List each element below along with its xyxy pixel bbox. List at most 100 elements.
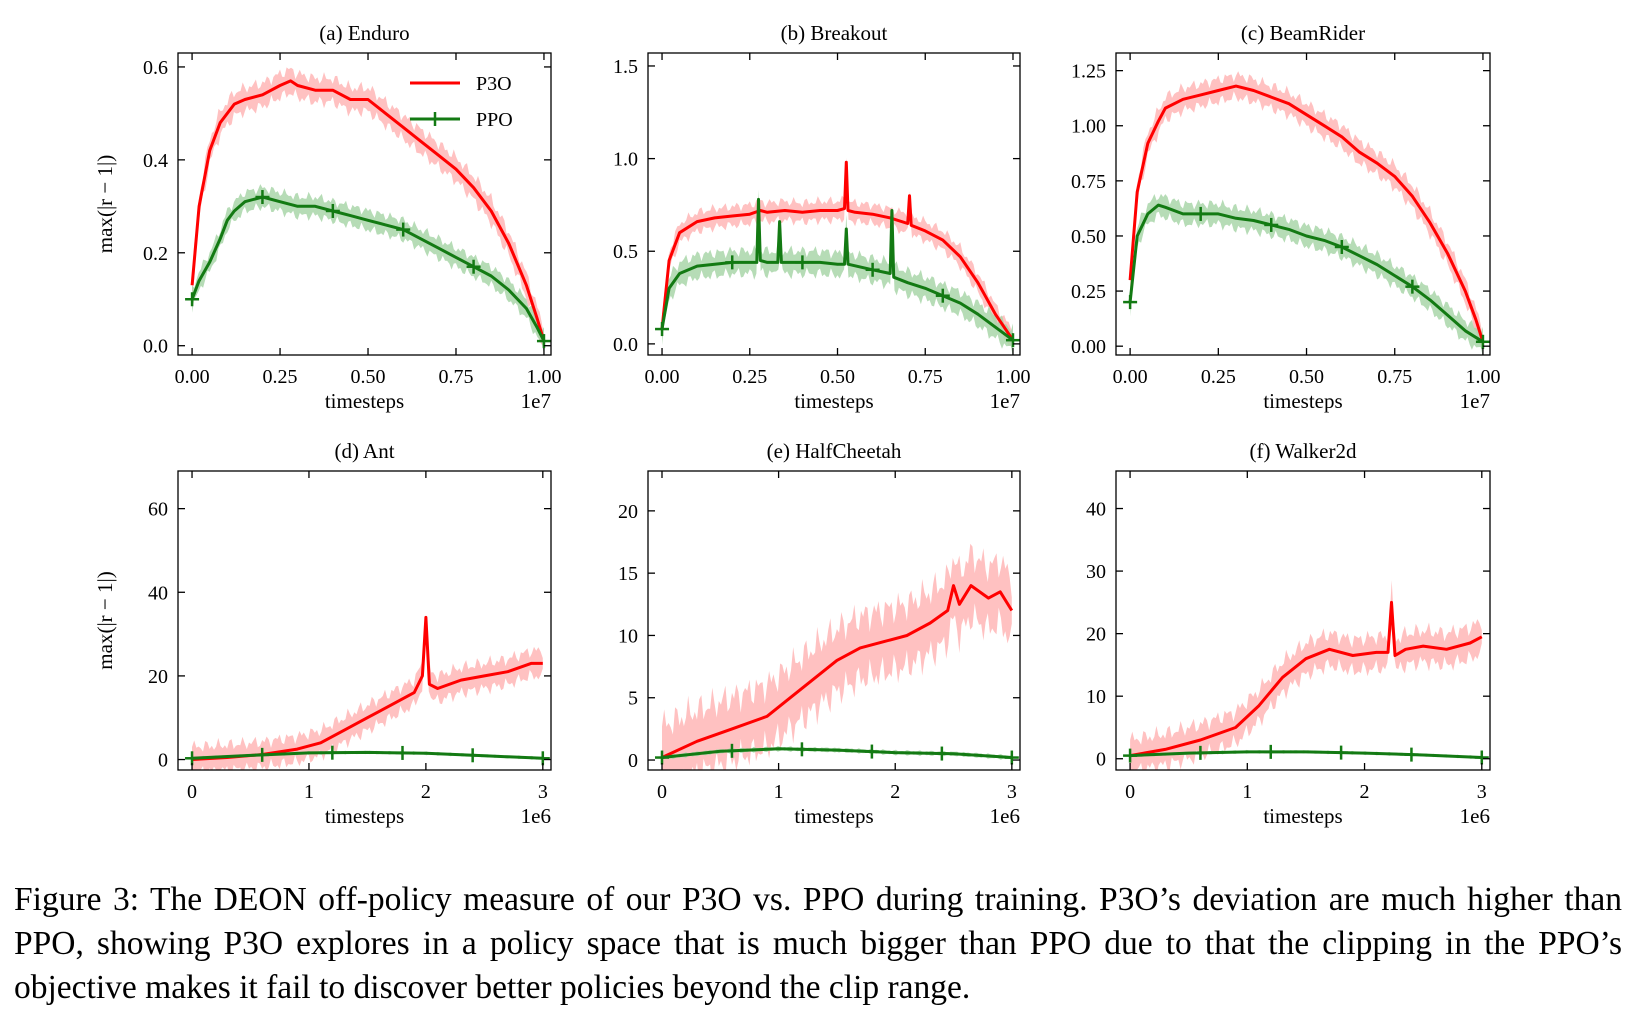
legend: P3O PPO bbox=[410, 73, 513, 131]
y-tick-label: 40 bbox=[1086, 499, 1106, 521]
series-marker-ppo bbox=[185, 292, 200, 307]
y-tick-label: 15 bbox=[618, 563, 638, 585]
x-tick-label: 0.75 bbox=[1377, 366, 1412, 388]
x-tick-label: 0.00 bbox=[175, 366, 210, 388]
y-tick-label: 40 bbox=[148, 582, 168, 604]
axes-frame bbox=[1115, 52, 1491, 356]
series-marker-ppo bbox=[725, 255, 740, 270]
axes-frame bbox=[647, 52, 1021, 356]
series-marker-ppo bbox=[1193, 206, 1208, 221]
x-tick-label: 0.75 bbox=[908, 366, 943, 388]
x-tick-label: 0.00 bbox=[1113, 366, 1148, 388]
legend-label-p3o: P3O bbox=[476, 73, 512, 95]
series-marker-ppo bbox=[465, 748, 480, 763]
y-tick-label: 0.6 bbox=[143, 57, 168, 79]
x-offset-label: 1e6 bbox=[1460, 804, 1490, 828]
x-tick-label: 0 bbox=[1125, 781, 1135, 803]
series-line-p3o bbox=[1128, 84, 1485, 343]
plot-area bbox=[191, 615, 543, 770]
x-axis-label: timesteps bbox=[1263, 389, 1342, 413]
series-band-p3o bbox=[1130, 580, 1482, 770]
x-tick-label: 0.50 bbox=[820, 366, 855, 388]
series-marker-ppo bbox=[934, 746, 949, 761]
series-line-ppo bbox=[1130, 750, 1482, 759]
x-offset-label: 1e7 bbox=[990, 389, 1020, 413]
x-axis-label: timesteps bbox=[794, 389, 873, 413]
series-marker-ppo bbox=[1264, 217, 1279, 232]
series-marker-ppo bbox=[536, 334, 551, 349]
x-tick-label: 3 bbox=[1477, 781, 1487, 803]
series-marker-ppo bbox=[654, 750, 669, 765]
y-tick-label: 20 bbox=[1086, 624, 1106, 646]
x-tick-label: 0.25 bbox=[263, 366, 298, 388]
x-tick-label: 0.50 bbox=[351, 366, 386, 388]
y-tick-label: 5 bbox=[628, 688, 638, 710]
series-marker-ppo bbox=[1474, 750, 1489, 765]
x-tick-label: 0.25 bbox=[732, 366, 767, 388]
series-marker-ppo bbox=[396, 222, 411, 237]
y-tick-label: 0.75 bbox=[1071, 171, 1106, 193]
axes-frame bbox=[177, 52, 552, 356]
chart-title: (d) Ant bbox=[334, 439, 394, 463]
y-tick-label: 0.25 bbox=[1071, 281, 1106, 303]
x-tick-label: 1 bbox=[1242, 781, 1252, 803]
x-axis-label: timesteps bbox=[325, 389, 404, 413]
x-tick-label: 3 bbox=[1007, 781, 1017, 803]
y-tick-label: 0.4 bbox=[143, 150, 168, 172]
series-line-ppo bbox=[190, 195, 546, 342]
series-line-p3o bbox=[191, 615, 543, 761]
series-marker-ppo bbox=[1193, 745, 1208, 760]
y-tick-label: 0 bbox=[1096, 749, 1106, 771]
series-marker-ppo bbox=[1404, 747, 1419, 762]
axes-frame bbox=[647, 470, 1021, 771]
x-axis-label: timesteps bbox=[794, 804, 873, 828]
y-tick-label: 0.50 bbox=[1071, 226, 1106, 248]
series-marker-ppo bbox=[1334, 239, 1349, 254]
figure-caption: Figure 3: The DEON off-policy measure of… bbox=[14, 881, 1622, 1006]
x-tick-label: 0.00 bbox=[645, 366, 680, 388]
y-tick-label: 1.25 bbox=[1071, 61, 1106, 83]
y-tick-label: 1.5 bbox=[613, 56, 638, 78]
y-tick-label: 0.00 bbox=[1071, 336, 1106, 358]
y-tick-label: 10 bbox=[618, 625, 638, 647]
x-tick-label: 0 bbox=[187, 781, 197, 803]
legend-label-ppo: PPO bbox=[476, 109, 513, 131]
series-line-ppo bbox=[191, 750, 543, 760]
plot-area bbox=[661, 543, 1014, 770]
series-line-ppo bbox=[661, 747, 1012, 759]
series-marker-ppo bbox=[864, 744, 879, 759]
x-tick-label: 0.25 bbox=[1201, 366, 1236, 388]
series-marker-ppo bbox=[255, 190, 270, 205]
y-tick-label: 1.00 bbox=[1071, 116, 1106, 138]
y-tick-label: 0.0 bbox=[613, 334, 638, 356]
series-marker-ppo bbox=[325, 203, 340, 218]
chart-title: (c) BeamRider bbox=[1241, 21, 1365, 45]
series-band-p3o bbox=[662, 543, 1012, 770]
y-tick-label: 0.5 bbox=[613, 241, 638, 263]
series-marker-ppo bbox=[535, 751, 550, 766]
x-offset-label: 1e7 bbox=[1460, 389, 1490, 413]
x-offset-label: 1e7 bbox=[521, 389, 551, 413]
y-tick-label: 60 bbox=[148, 499, 168, 521]
y-tick-label: 10 bbox=[1086, 686, 1106, 708]
x-tick-label: 2 bbox=[890, 781, 900, 803]
y-tick-label: 0.2 bbox=[143, 243, 168, 265]
series-marker-ppo bbox=[1405, 279, 1420, 294]
y-tick-label: 20 bbox=[618, 501, 638, 523]
x-axis-label: timesteps bbox=[1263, 804, 1342, 828]
x-tick-label: 0.75 bbox=[438, 366, 473, 388]
series-marker-ppo bbox=[1334, 745, 1349, 760]
y-tick-label: 30 bbox=[1086, 561, 1106, 583]
series-marker-ppo bbox=[1005, 333, 1020, 348]
x-tick-label: 1 bbox=[304, 781, 314, 803]
series-line-ppo bbox=[1128, 203, 1484, 344]
chart-title: (a) Enduro bbox=[319, 21, 409, 45]
series-marker-ppo bbox=[1004, 750, 1019, 765]
series-marker-ppo bbox=[724, 743, 739, 758]
x-tick-label: 1 bbox=[774, 781, 784, 803]
series-marker-ppo bbox=[795, 255, 810, 270]
series-marker-ppo bbox=[935, 288, 950, 303]
series-line-p3o bbox=[660, 160, 1015, 342]
